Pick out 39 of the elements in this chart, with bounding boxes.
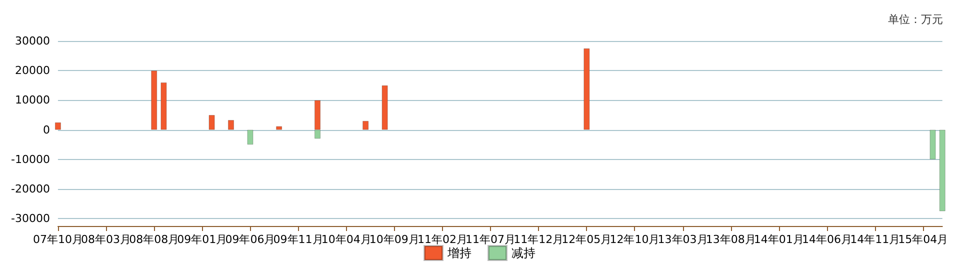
x-tick-label: 09年11月 [273,233,324,246]
y-tick-label: -30000 [10,212,50,226]
x-tick-label: 12年10月 [610,233,660,246]
y-tick-label: 10000 [14,94,50,107]
legend-label: 减持 [512,246,536,260]
x-tick-label: 11年02月 [417,233,468,246]
x-tick-label: 09年06月 [225,233,276,246]
x-tick-label: 12年05月 [562,233,612,246]
legend-label: 增持 [446,246,472,260]
y-tick-label: 0 [42,123,50,136]
y-tick-label: 20000 [14,64,50,78]
x-tick-label: 10年09月 [369,233,420,246]
x-tick-label: 07年10月 [32,233,83,246]
bar [276,126,282,130]
bar [382,85,388,130]
x-tick-label: 14年11月 [850,233,900,246]
text: 单位：万元 [888,13,943,26]
bar [939,130,946,212]
x-tick-label: 09年01月 [177,233,228,246]
x-tick-label: 11年07月 [466,233,516,246]
x-tick-label: 11年12月 [514,233,564,246]
bar [151,70,158,130]
x-tick-label: 13年03月 [658,233,708,246]
bar [584,48,590,130]
x-tick-label: 14年06月 [802,233,852,246]
bar [54,122,61,130]
bar [362,120,369,130]
bar [160,82,167,130]
y-tick-label: 30000 [14,34,50,48]
y-tick-label: -20000 [10,182,50,196]
bar [247,130,254,145]
x-tick-label: 14年01月 [754,233,804,246]
bar [930,130,936,160]
x-tick-label: 10年04月 [321,233,372,246]
x-tick-label: 15年04月 [898,233,948,246]
y-tick-label: -10000 [10,152,50,166]
x-tick-label: 13年08月 [706,233,756,246]
bar [208,115,215,130]
bar [228,120,234,130]
